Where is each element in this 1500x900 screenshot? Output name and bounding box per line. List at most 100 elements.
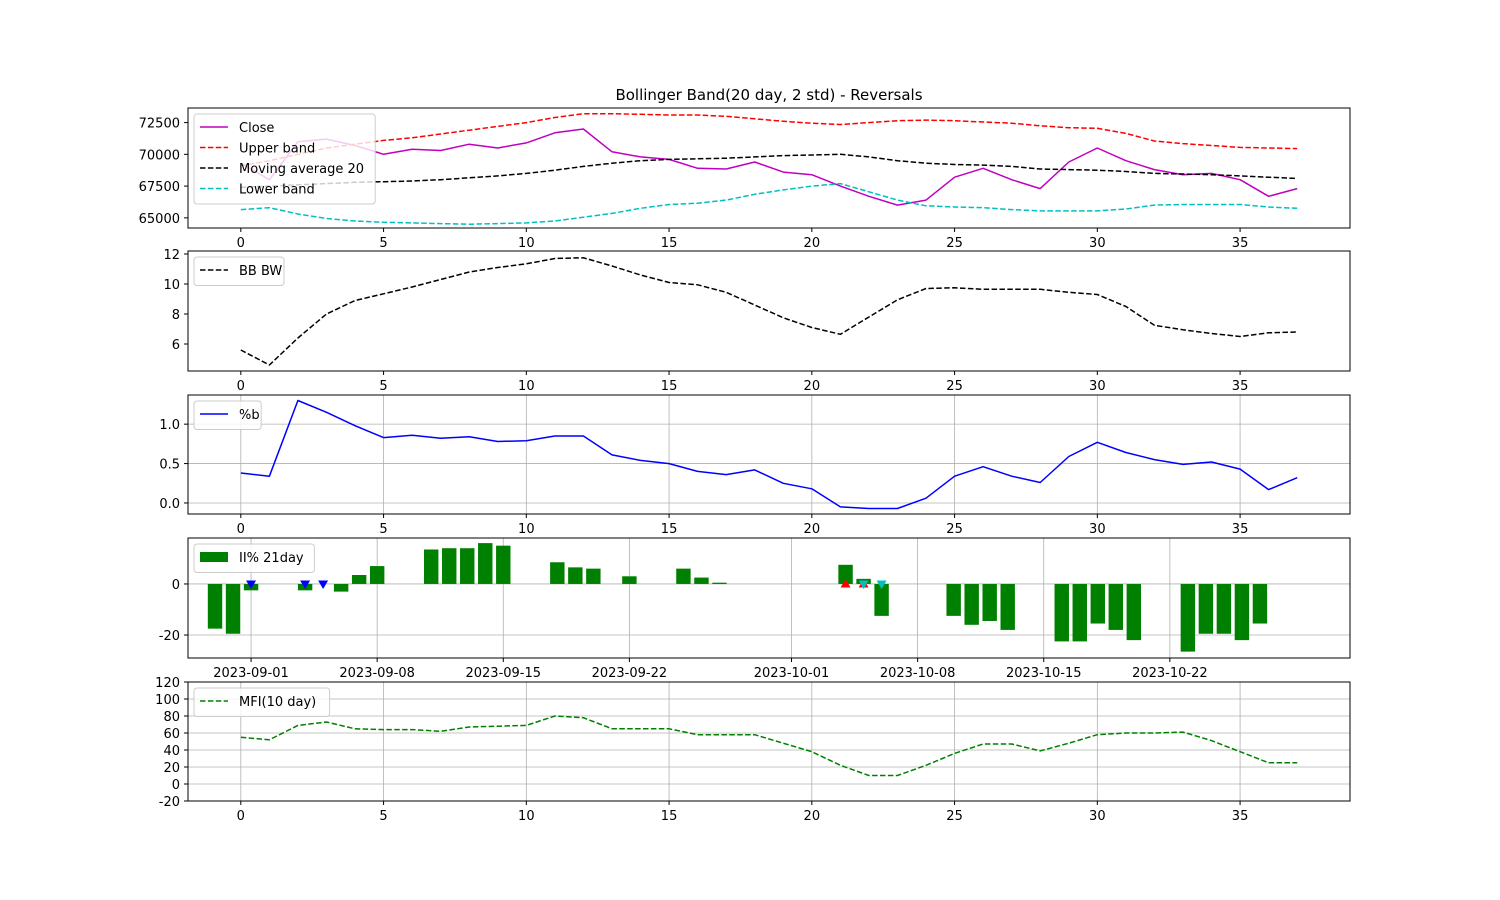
legend-box bbox=[193, 113, 376, 205]
y-tick-label: 20 bbox=[163, 761, 180, 776]
legend-label: %b bbox=[239, 408, 260, 423]
legend-label: MFI(10 day) bbox=[239, 695, 316, 710]
bar-54 bbox=[1216, 583, 1232, 634]
bar-13 bbox=[478, 543, 493, 584]
plot-area-mfi bbox=[240, 715, 1298, 777]
x-tick-label: 15 bbox=[661, 379, 678, 394]
panel-bbw: 0 5 10 15 20 25 30 35 6 8 10 12 BB BW bbox=[163, 248, 1351, 394]
x-tick-label: 2023-10-01 bbox=[754, 666, 830, 681]
x-tick-label: 25 bbox=[946, 809, 963, 824]
x-tick-label: 30 bbox=[1089, 809, 1106, 824]
legend-label: Upper band bbox=[239, 142, 315, 157]
bar-7 bbox=[369, 566, 385, 584]
y-tick-label: 100 bbox=[155, 693, 180, 708]
bar-56 bbox=[1252, 583, 1268, 624]
x-tick-label: 35 bbox=[1232, 236, 1249, 251]
bar-10 bbox=[424, 549, 439, 584]
bar-11 bbox=[442, 548, 457, 584]
legend-price: Close Upper band Moving average 20 Lower ba… bbox=[193, 113, 376, 205]
y-tick-label: -20 bbox=[159, 795, 180, 810]
series-line--b bbox=[240, 399, 1298, 510]
bar-39 bbox=[946, 583, 961, 616]
legend-box bbox=[193, 543, 315, 573]
x-tick-label: 0 bbox=[237, 522, 245, 537]
bar-45 bbox=[1054, 583, 1069, 642]
x-tick-label: 10 bbox=[518, 379, 535, 394]
y-tick-label: 120 bbox=[155, 676, 180, 691]
bar-46 bbox=[1072, 583, 1087, 642]
x-tick-label: 10 bbox=[518, 522, 535, 537]
legend-label: Close bbox=[239, 121, 274, 136]
axes-frame-price bbox=[187, 107, 1351, 229]
bar-25 bbox=[694, 577, 709, 584]
signal-marker-2 bbox=[318, 580, 329, 589]
chart-title: Bollinger Band(20 day, 2 std) - Reversal… bbox=[615, 86, 922, 104]
x-tick-label: 0 bbox=[237, 809, 245, 824]
legend-label: Lower band bbox=[239, 183, 315, 198]
x-tick-label: 15 bbox=[661, 809, 678, 824]
series-line-mfi-10-day- bbox=[240, 715, 1298, 777]
legend-label: Moving average 20 bbox=[239, 162, 364, 177]
y-tick-label: 1.0 bbox=[159, 418, 180, 433]
x-tick-label: 30 bbox=[1089, 236, 1106, 251]
axes-frame-ii bbox=[187, 537, 1351, 659]
x-tick-label: 10 bbox=[518, 236, 535, 251]
bar-21 bbox=[622, 576, 637, 584]
x-tick-label: 2023-09-15 bbox=[465, 666, 541, 681]
x-tick-label: 35 bbox=[1232, 379, 1249, 394]
bar-33 bbox=[838, 564, 853, 584]
series-line-upper-band bbox=[240, 112, 1298, 167]
y-tick-label: 80 bbox=[163, 710, 180, 725]
bar-19 bbox=[586, 568, 601, 584]
series-line-moving-average-20 bbox=[240, 153, 1298, 189]
y-tick-label: 70000 bbox=[139, 148, 180, 163]
plot-area-pctb bbox=[240, 399, 1298, 510]
legend-label: II% 21day bbox=[239, 551, 304, 566]
axes-frame-mfi bbox=[187, 681, 1351, 802]
legend-pctb: %b bbox=[193, 400, 262, 430]
x-tick-label: 20 bbox=[804, 379, 821, 394]
bar-26 bbox=[712, 582, 727, 584]
bar--1 bbox=[225, 583, 241, 634]
x-tick-label: 25 bbox=[946, 236, 963, 251]
bar-18 bbox=[568, 567, 583, 584]
legend-box bbox=[193, 256, 285, 286]
x-tick-label: 10 bbox=[518, 809, 535, 824]
axes-frame-pctb bbox=[187, 394, 1351, 515]
y-tick-label: 67500 bbox=[139, 180, 180, 195]
legend-ii: II% 21day bbox=[193, 543, 315, 573]
x-tick-label: 25 bbox=[946, 379, 963, 394]
x-tick-label: 2023-10-08 bbox=[880, 666, 956, 681]
bar-24 bbox=[676, 568, 691, 584]
x-tick-label: 0 bbox=[237, 236, 245, 251]
y-tick-label: 65000 bbox=[139, 212, 180, 227]
x-tick-label: 15 bbox=[661, 236, 678, 251]
y-tick-label: 60 bbox=[163, 727, 180, 742]
bar-48 bbox=[1108, 583, 1124, 630]
panel-mfi: 0 5 10 15 20 25 30 35 -20 0 20 40 60 80 100 120 MFI(10 d… bbox=[155, 676, 1351, 824]
bar-5 bbox=[333, 583, 349, 592]
x-tick-label: 30 bbox=[1089, 522, 1106, 537]
bar-12 bbox=[460, 548, 475, 584]
x-tick-label: 2023-10-15 bbox=[1006, 666, 1082, 681]
x-tick-label: 2023-10-22 bbox=[1132, 666, 1208, 681]
x-tick-label: 2023-09-01 bbox=[213, 666, 289, 681]
x-tick-label: 2023-09-08 bbox=[339, 666, 415, 681]
signal-marker-0 bbox=[246, 580, 257, 589]
bar--2 bbox=[207, 583, 223, 629]
panel-pctb: 0 5 10 15 20 25 30 35 0.0 0.5 1.0 %b bbox=[159, 394, 1351, 537]
series-line-close bbox=[240, 128, 1298, 206]
bar-6 bbox=[351, 575, 367, 584]
bar-47 bbox=[1090, 583, 1105, 624]
x-tick-label: 35 bbox=[1232, 809, 1249, 824]
x-tick-label: 5 bbox=[379, 809, 387, 824]
y-tick-label: 6 bbox=[172, 338, 180, 353]
x-tick-label: 20 bbox=[804, 236, 821, 251]
y-tick-label: 72500 bbox=[139, 117, 180, 132]
x-tick-label: 5 bbox=[379, 236, 387, 251]
legend-label: BB BW bbox=[239, 264, 282, 279]
legend-mfi: MFI(10 day) bbox=[193, 687, 331, 717]
x-tick-label: 20 bbox=[804, 809, 821, 824]
bar-53 bbox=[1198, 583, 1214, 634]
signal-marker-6 bbox=[876, 580, 887, 589]
